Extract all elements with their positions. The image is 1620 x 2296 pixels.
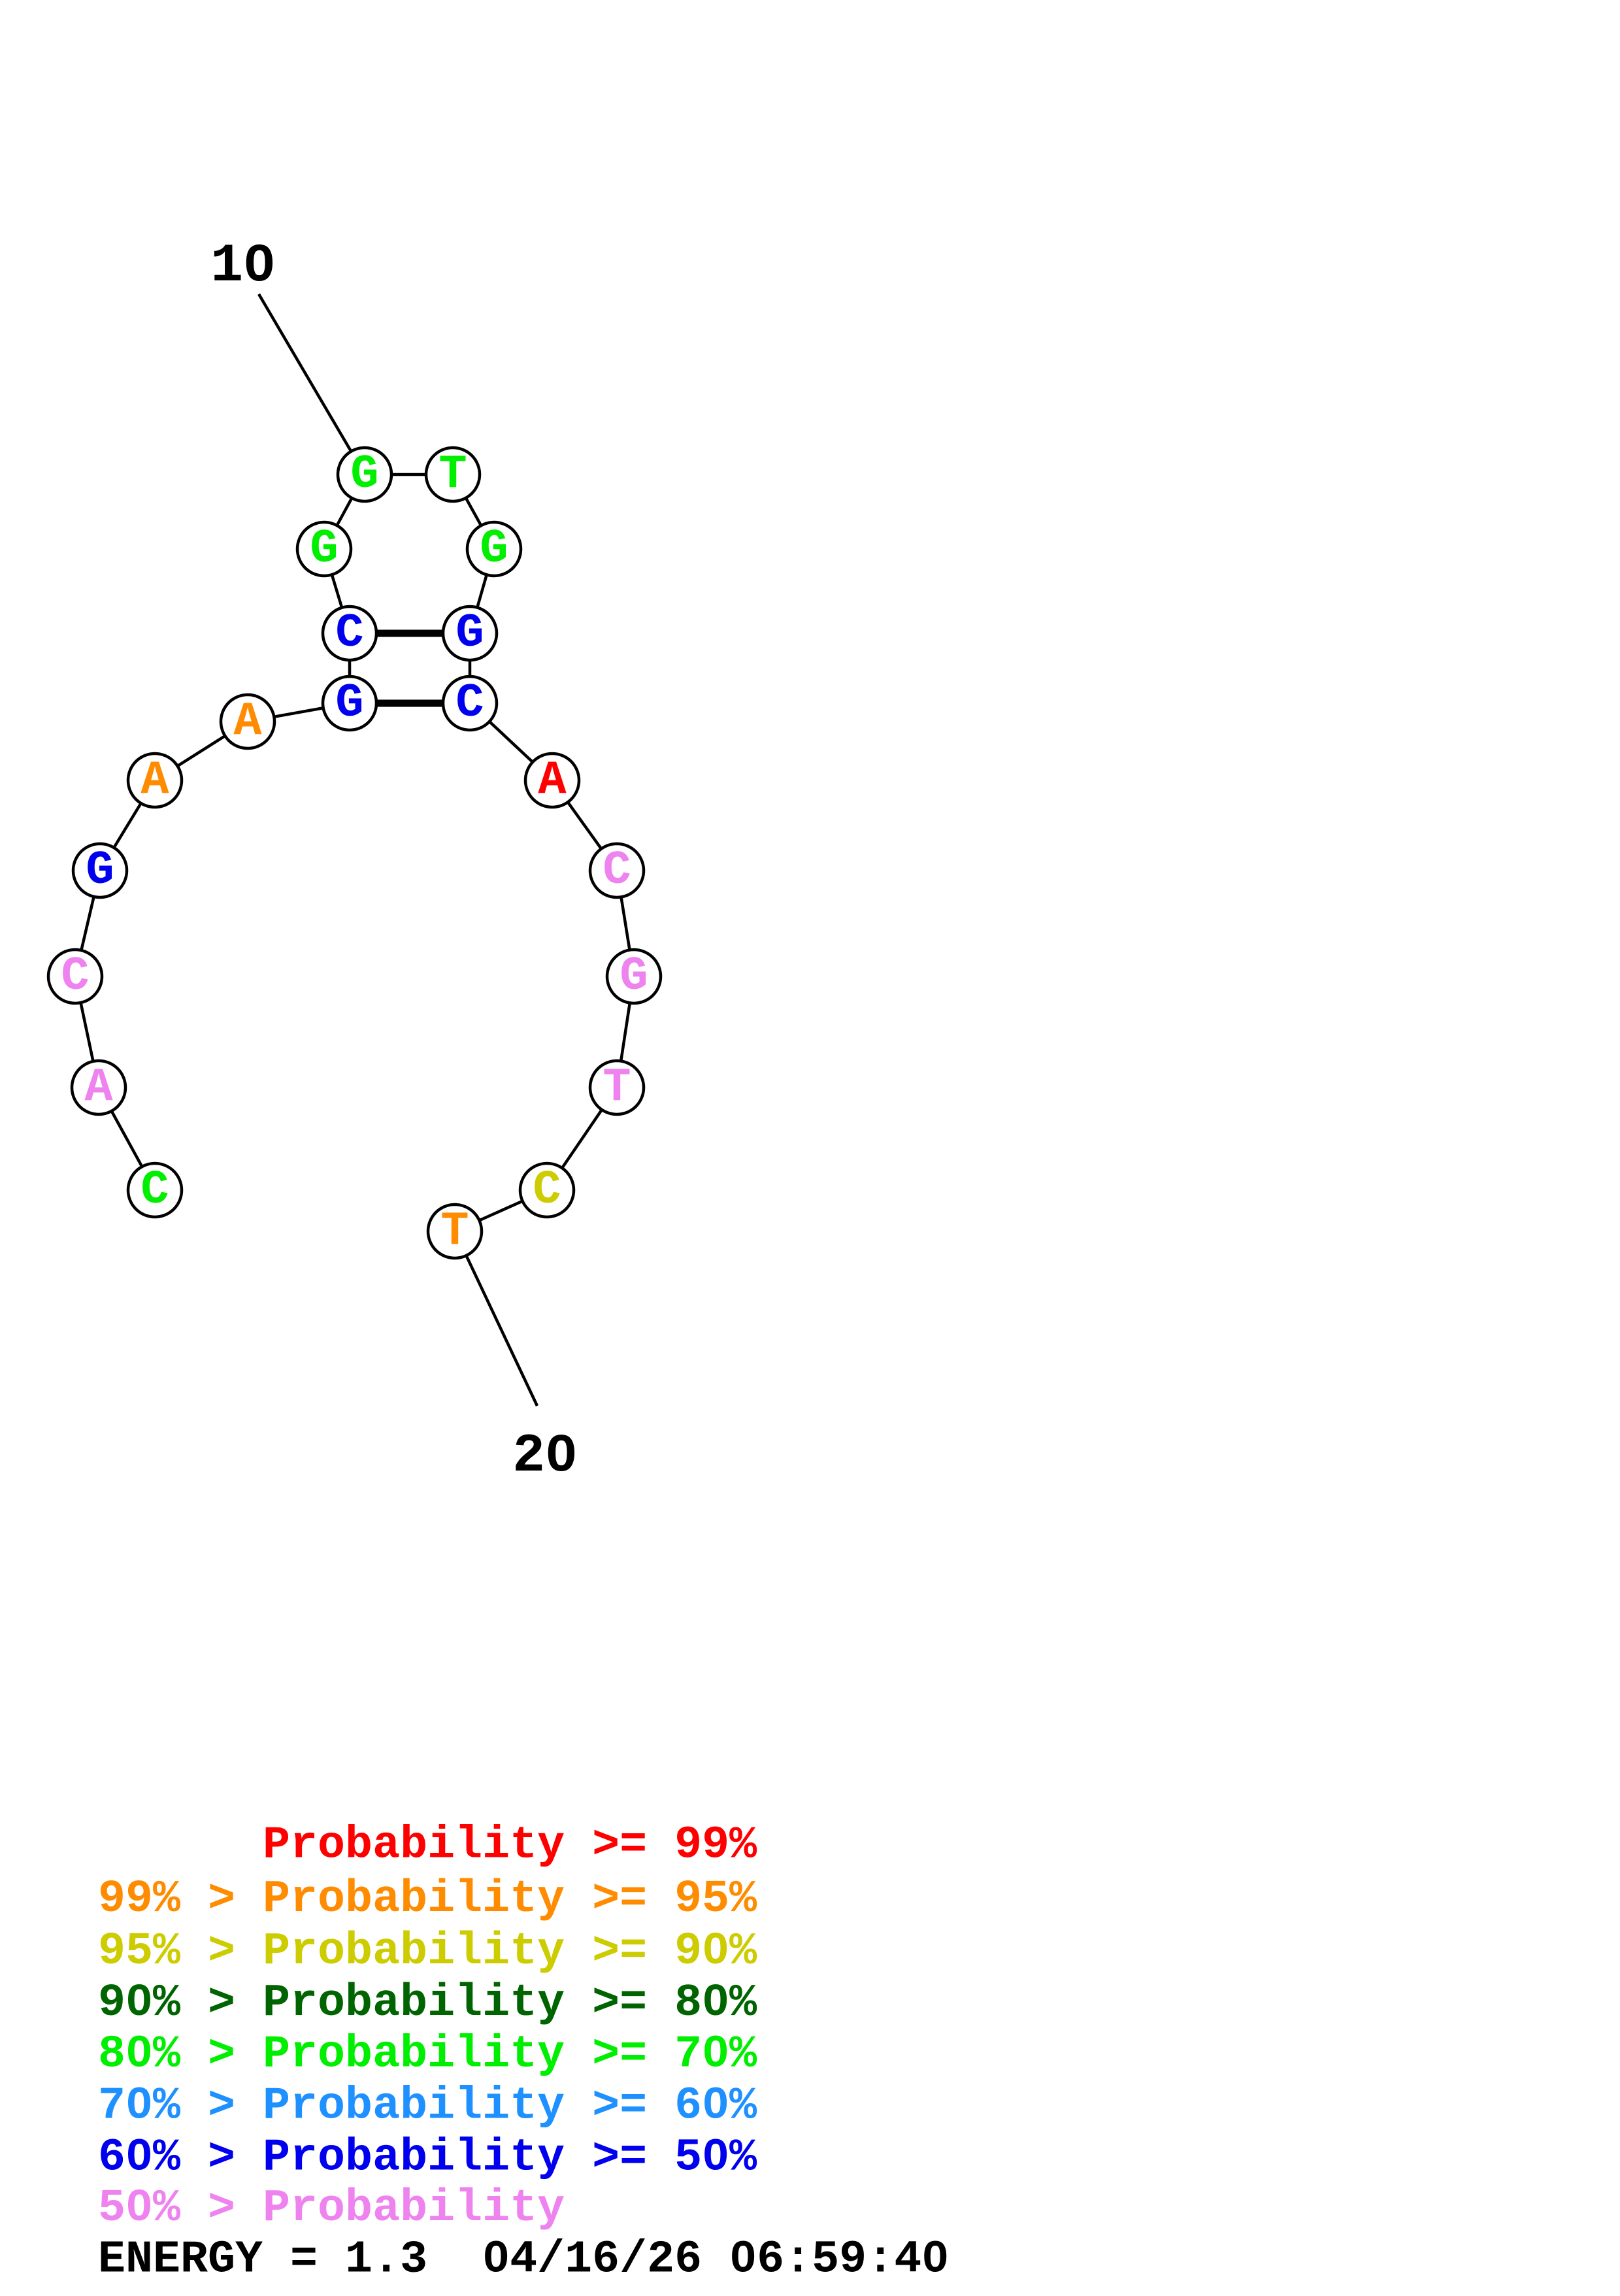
svg-text:C: C: [533, 1163, 561, 1217]
svg-text:50% > Probability: 50% > Probability: [98, 2183, 565, 2235]
svg-text:95% > Probability >= 90%: 95% > Probability >= 90%: [98, 1926, 757, 1978]
svg-text:C: C: [603, 844, 631, 897]
svg-text:G: G: [335, 676, 363, 730]
svg-text:G: G: [620, 950, 648, 1003]
svg-text:T: T: [438, 448, 467, 501]
svg-text:T: T: [603, 1061, 631, 1114]
svg-text:Probability >= 99%: Probability >= 99%: [98, 1820, 757, 1871]
svg-text:20: 20: [512, 1425, 578, 1487]
svg-text:C: C: [61, 950, 89, 1003]
svg-text:80% > Probability >= 70%: 80% > Probability >= 70%: [98, 2029, 757, 2080]
svg-text:99% > Probability >= 95%: 99% > Probability >= 95%: [98, 1874, 757, 1925]
svg-text:60% > Probability >= 50%: 60% > Probability >= 50%: [98, 2133, 757, 2184]
svg-text:A: A: [84, 1061, 113, 1114]
svg-text:T: T: [440, 1205, 469, 1258]
svg-text:G: G: [350, 448, 378, 501]
svg-text:90% > Probability >= 80%: 90% > Probability >= 80%: [98, 1978, 757, 2029]
svg-text:A: A: [233, 695, 262, 748]
svg-text:10: 10: [210, 235, 276, 297]
svg-text:G: G: [86, 844, 114, 897]
svg-text:G: G: [455, 607, 484, 660]
svg-text:C: C: [141, 1163, 169, 1217]
svg-text:ENERGY = 1.3 04/16/26 06:59:4: ENERGY = 1.3 04/16/26 06:59:40: [98, 2235, 949, 2286]
svg-text:A: A: [141, 754, 169, 807]
svg-text:G: G: [310, 522, 338, 576]
svg-text:C: C: [335, 607, 363, 660]
svg-text:C: C: [455, 676, 484, 730]
svg-text:70% > Probability >= 60%: 70% > Probability >= 60%: [98, 2081, 757, 2133]
svg-text:G: G: [480, 522, 508, 576]
svg-text:A: A: [538, 754, 567, 807]
